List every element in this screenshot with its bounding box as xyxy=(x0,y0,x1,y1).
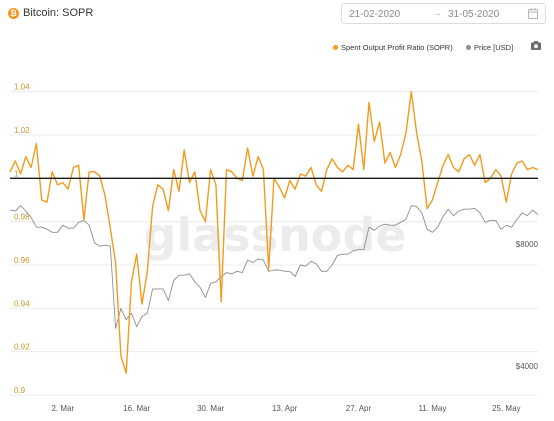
x-tick-label: 13. Apr xyxy=(272,404,298,413)
price-series-line xyxy=(9,205,539,329)
x-tick-label: 11. May xyxy=(418,404,446,413)
y-tick-label: 0.96 xyxy=(14,256,30,265)
y-tick-label: 0.92 xyxy=(14,343,30,352)
x-tick-label: 30. Mar xyxy=(197,404,224,413)
camera-icon[interactable] xyxy=(531,41,541,50)
sopr-legend-dot xyxy=(333,45,338,50)
legend-item-price[interactable]: Price [USD] xyxy=(466,43,513,52)
y-tick-label: 1 xyxy=(14,169,19,178)
date-range-picker[interactable]: 21-02-2020 → 31-05-2020 xyxy=(341,3,546,24)
sopr-legend-label: Spent Output Profit Ratio (SOPR) xyxy=(341,43,453,52)
right-y-tick-label: $8000 xyxy=(516,240,539,249)
y-tick-label: 0.94 xyxy=(14,299,30,308)
right-y-tick-label: $4000 xyxy=(516,362,539,371)
date-from-input[interactable]: 21-02-2020 xyxy=(349,9,401,20)
y-tick-label: 0.98 xyxy=(14,213,30,222)
chart-header: ₿ Bitcoin: SOPR 21-02-2020 → 31-05-2020 xyxy=(0,0,554,28)
price-legend-dot xyxy=(466,45,471,50)
bitcoin-icon: ₿ xyxy=(8,8,19,19)
legend-item-sopr[interactable]: Spent Output Profit Ratio (SOPR) xyxy=(333,43,453,52)
chart-title: Bitcoin: SOPR xyxy=(23,7,94,19)
date-to-input[interactable]: 31-05-2020 xyxy=(448,9,500,20)
x-tick-label: 25. May xyxy=(492,404,520,413)
x-tick-label: 2. Mar xyxy=(51,404,74,413)
x-tick-label: 16. Mar xyxy=(123,404,150,413)
watermark: glassnode xyxy=(144,208,407,262)
x-tick-label: 27. Apr xyxy=(346,404,372,413)
y-tick-label: 1.04 xyxy=(14,83,30,92)
price-legend-label: Price [USD] xyxy=(474,43,514,52)
calendar-icon[interactable] xyxy=(528,8,538,19)
y-tick-label: 0.9 xyxy=(14,386,26,395)
date-range-arrow: → xyxy=(432,8,442,19)
y-tick-label: 1.02 xyxy=(14,126,30,135)
